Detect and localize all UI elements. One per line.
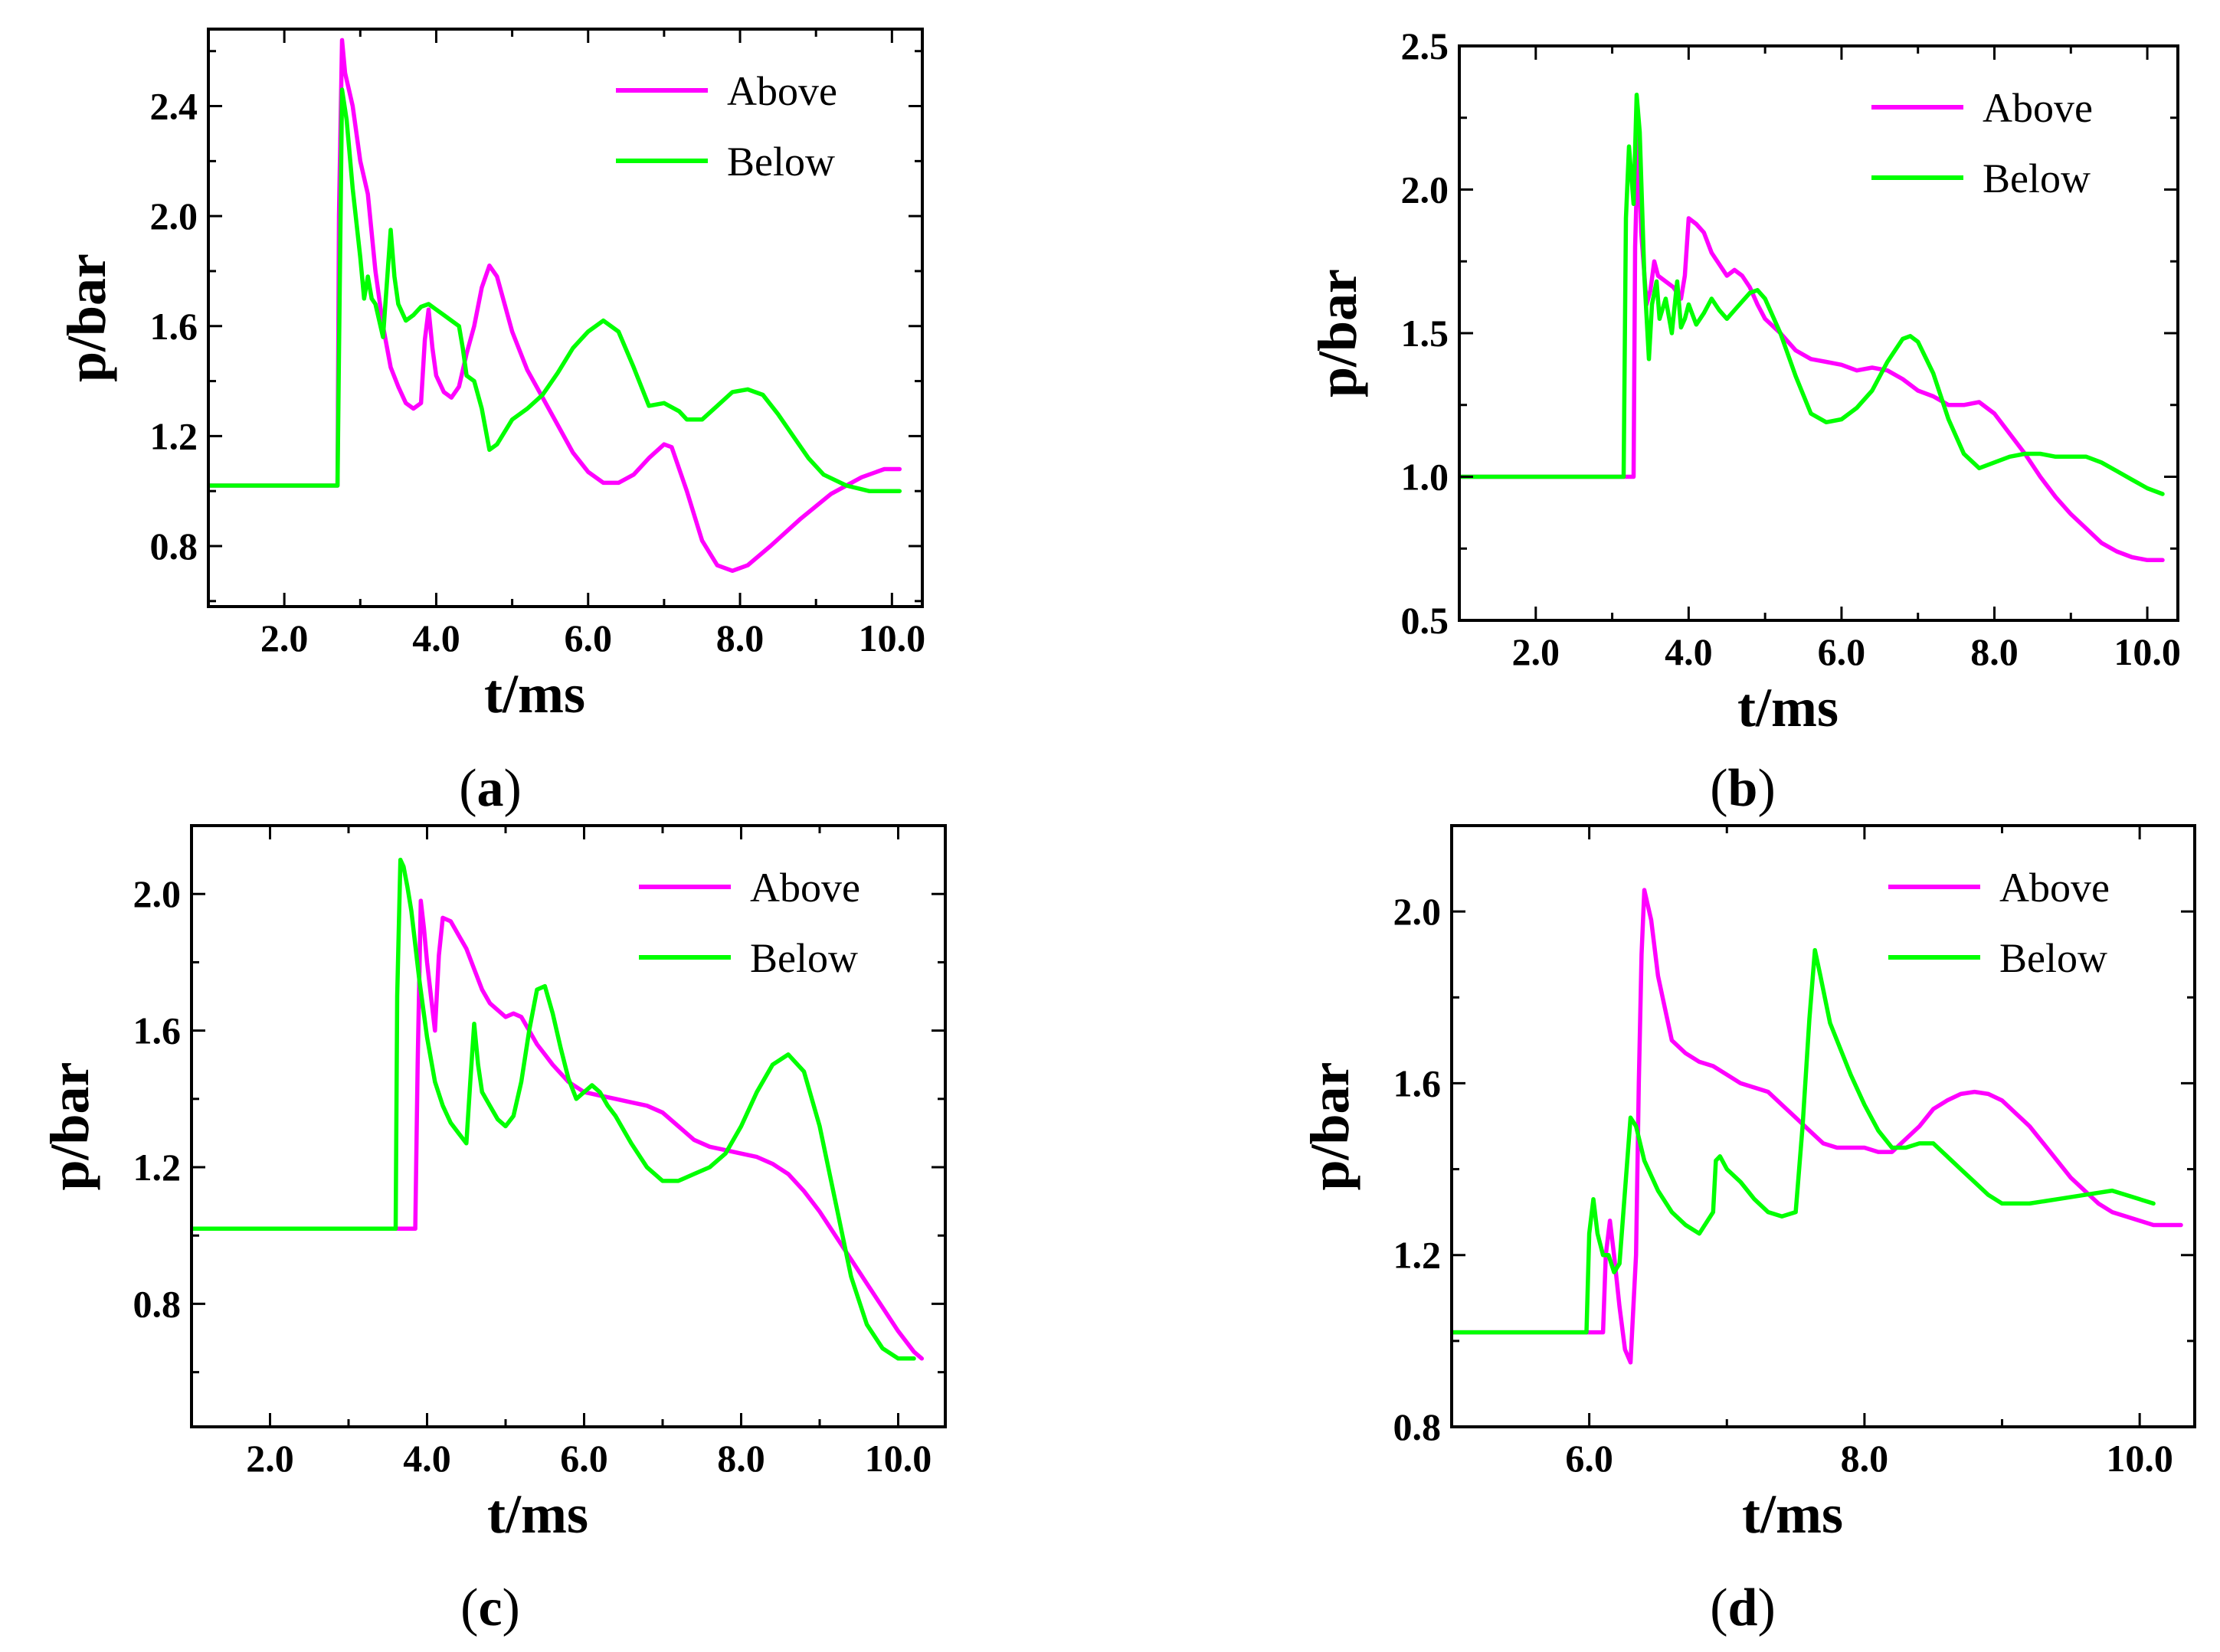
series-line-below <box>208 87 902 493</box>
panel-d: 6.0 8.0 10.0 0.8 1.2 1.6 2.0 t/ms p/bar Above Belo… <box>1299 824 2196 1637</box>
y-tick-label: 1.2 <box>150 414 198 457</box>
x-tick-label: 2.0 <box>260 617 309 659</box>
plot-frame <box>1458 44 2179 622</box>
panel-label: (c) <box>460 1578 520 1637</box>
y-tick-label: 0.8 <box>150 525 198 568</box>
y-tick-label: 2.4 <box>150 85 198 128</box>
x-tick-label: 2.0 <box>246 1437 294 1480</box>
panel-b: 2.0 4.0 6.0 8.0 10.0 0.5 1.0 1.5 2.0 2.5 t/ms p/bar… <box>1307 25 2181 818</box>
y-tick-label: 1.2 <box>133 1146 182 1189</box>
x-tick-label: 8.0 <box>1970 630 2019 673</box>
y-tick-label: 2.0 <box>1401 168 1449 211</box>
y-tick-label: 1.2 <box>1393 1234 1442 1277</box>
x-tick-label: 4.0 <box>403 1437 451 1480</box>
x-tick-label: 6.0 <box>560 1437 608 1480</box>
x-axis-title: t/ms <box>1742 1484 1843 1545</box>
y-axis-title: p/bar <box>39 1062 100 1190</box>
x-tick-label: 4.0 <box>412 617 460 659</box>
panel-label: (b) <box>1710 759 1776 818</box>
y-axis-title: p/bar <box>56 254 117 382</box>
y-tick-label: 2.0 <box>1393 890 1442 933</box>
legend-label-above: Above <box>750 865 860 911</box>
y-tick-label: 2.0 <box>133 872 182 915</box>
x-tick-label: 8.0 <box>716 617 765 659</box>
x-tick-label: 10.0 <box>2106 1437 2173 1480</box>
plot-frame <box>207 28 924 608</box>
plot-frame <box>1450 824 2196 1428</box>
series-line-below <box>1459 93 2165 496</box>
series-line-above <box>208 38 902 574</box>
legend: Above Below <box>1871 85 2093 201</box>
series-line-below <box>1452 947 2156 1335</box>
y-tick-label: 0.8 <box>1393 1405 1442 1448</box>
x-tick-label: 10.0 <box>865 1437 932 1480</box>
legend-label-below: Below <box>750 935 858 981</box>
x-tick-label: 8.0 <box>717 1437 765 1480</box>
x-tick-label: 6.0 <box>1818 630 1866 673</box>
legend: Above Below <box>1888 865 2110 981</box>
y-tick-label: 1.0 <box>1401 456 1449 499</box>
x-tick-label: 10.0 <box>859 617 926 659</box>
x-tick-label: 4.0 <box>1665 630 1713 673</box>
y-tick-label: 2.5 <box>1401 25 1449 67</box>
panel-c: 2.0 4.0 6.0 8.0 10.0 0.8 1.2 1.6 2.0 t/ms p/bar Abo… <box>39 824 947 1637</box>
x-axis-title: t/ms <box>484 663 585 725</box>
legend: Above Below <box>616 68 837 185</box>
y-axis-title: p/bar <box>1307 269 1368 397</box>
y-tick-label: 0.5 <box>1401 599 1449 642</box>
y-tick-label: 0.8 <box>133 1282 182 1325</box>
legend-label-below: Below <box>1983 155 2091 201</box>
x-tick-label: 2.0 <box>1512 630 1560 673</box>
x-axis-title: t/ms <box>487 1484 588 1545</box>
x-tick-label: 6.0 <box>1565 1437 1613 1480</box>
y-tick-label: 1.5 <box>1401 312 1449 355</box>
series-line-below <box>192 857 916 1361</box>
y-tick-label: 1.6 <box>133 1009 182 1052</box>
series-line-above <box>1452 888 2183 1365</box>
x-tick-label: 8.0 <box>1841 1437 1889 1480</box>
legend-label-below: Below <box>1999 935 2107 981</box>
legend-label-above: Above <box>1999 865 2110 911</box>
legend-label-above: Above <box>727 68 837 114</box>
plot-frame <box>190 824 947 1428</box>
panel-label: (a) <box>459 759 522 818</box>
y-tick-label: 1.6 <box>1393 1062 1442 1104</box>
y-tick-label: 1.6 <box>150 305 198 348</box>
x-axis-title: t/ms <box>1737 677 1839 738</box>
series-line-above <box>192 898 925 1361</box>
panel-a: 2.0 4.0 6.0 8.0 10.0 0.8 1.2 1.6 2.0 2.4 t/ms p/bar… <box>56 28 926 818</box>
y-tick-label: 2.0 <box>150 195 198 237</box>
legend-label-below: Below <box>727 139 835 185</box>
x-tick-label: 6.0 <box>564 617 612 659</box>
x-tick-label: 10.0 <box>2114 630 2181 673</box>
series-line-above <box>1459 129 2165 563</box>
legend: Above Below <box>639 865 860 981</box>
panel-label: (d) <box>1710 1578 1776 1637</box>
y-axis-title: p/bar <box>1299 1062 1360 1190</box>
legend-label-above: Above <box>1983 85 2093 131</box>
